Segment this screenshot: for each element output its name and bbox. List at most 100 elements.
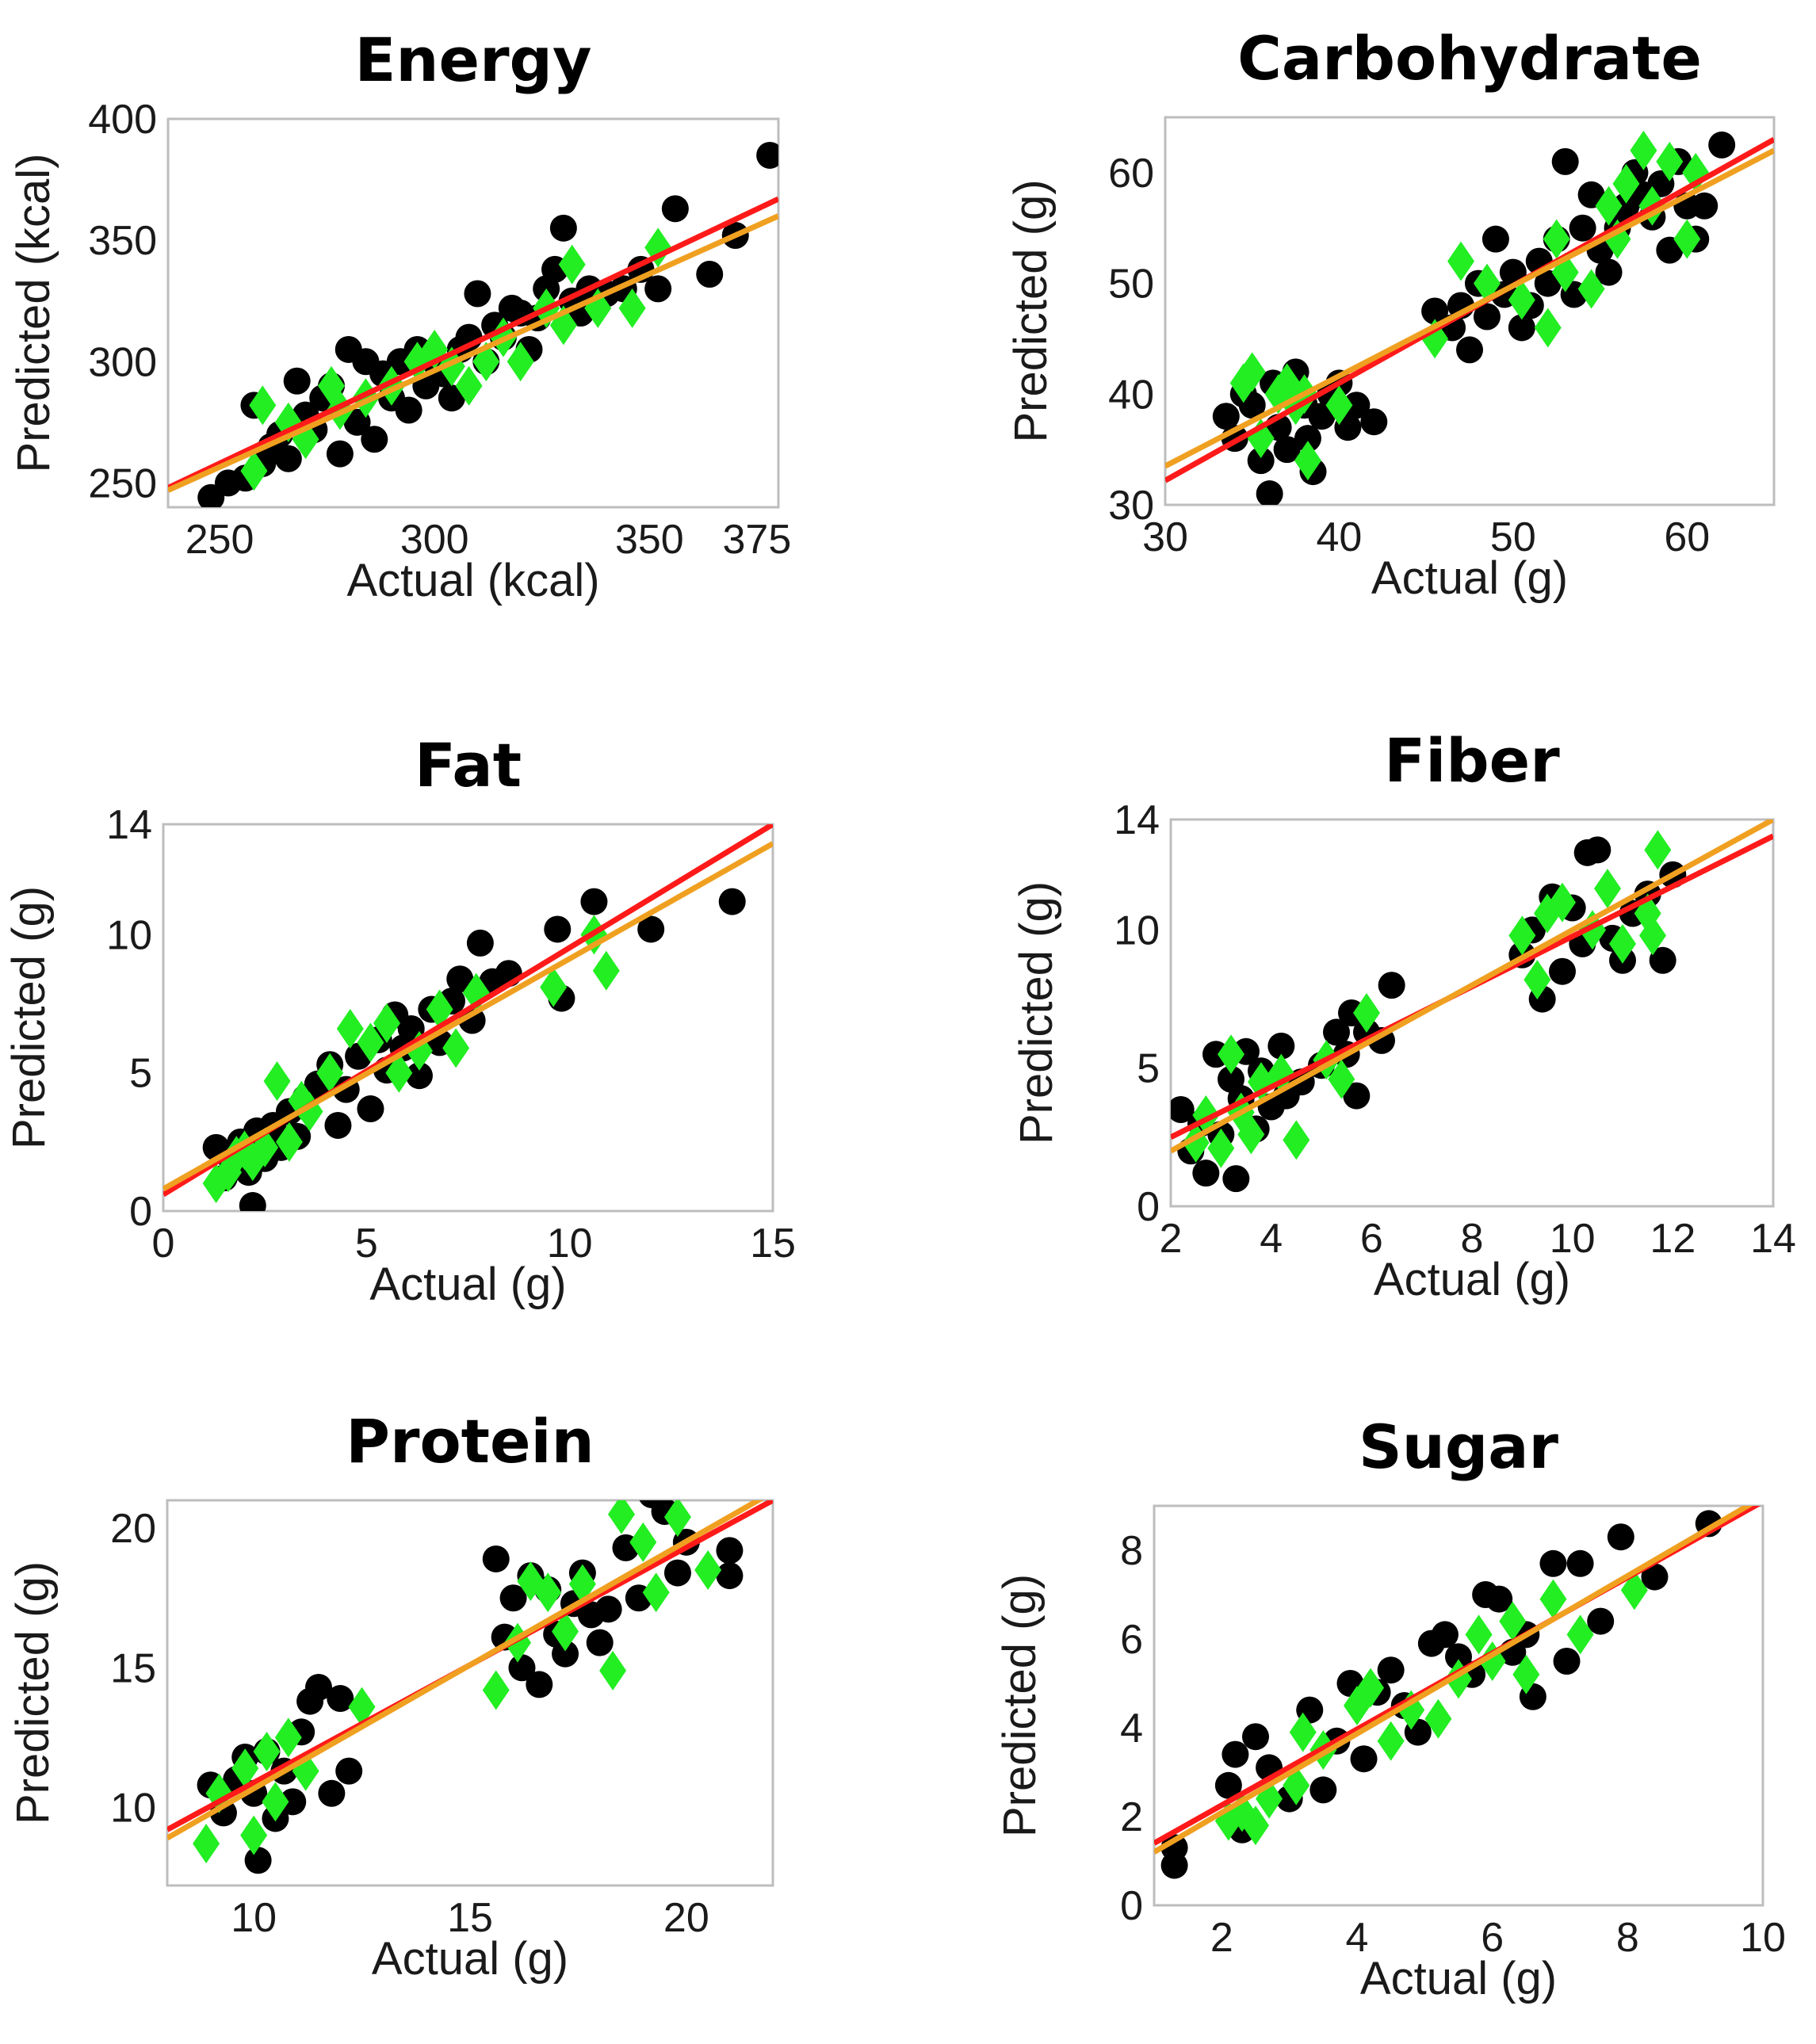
point-actual-fat-36 [637, 915, 665, 943]
point-actual-carbohydrate-37 [1577, 181, 1605, 208]
point-actual-fiber-3 [1192, 1160, 1220, 1187]
point-predicted-sugar-18 [1566, 1614, 1594, 1655]
point-predicted-fiber-3 [1218, 1034, 1244, 1075]
point-actual-protein-15 [335, 1757, 363, 1785]
point-predicted-fiber-18 [1609, 923, 1636, 964]
x-axis-label-sugar: Actual (g) [1360, 1953, 1557, 2004]
point-actual-protein-24 [552, 1640, 579, 1668]
y-tick-label-fiber: 10 [1114, 907, 1160, 953]
point-actual-sugar-28 [1566, 1549, 1594, 1577]
y-tick-label-fiber: 0 [1137, 1184, 1160, 1230]
point-actual-carbohydrate-12 [1294, 425, 1321, 453]
x-tick-label-protein: 20 [663, 1895, 709, 1941]
point-predicted-fat-12 [357, 1022, 384, 1063]
point-actual-energy-39 [549, 214, 577, 242]
point-actual-carbohydrate-5 [1256, 480, 1283, 505]
y-tick-label-energy: 300 [88, 339, 157, 385]
y-tick-label-carbohydrate: 50 [1108, 262, 1154, 308]
y-tick-label-protein: 10 [110, 1785, 156, 1831]
point-actual-fiber-7 [1222, 1165, 1250, 1193]
point-actual-carbohydrate-39 [1595, 258, 1623, 286]
point-predicted-sugar-5 [1289, 1712, 1317, 1752]
point-actual-carbohydrate-51 [1708, 131, 1736, 159]
point-actual-energy-47 [661, 195, 689, 223]
chart-title-fat: Fat [415, 730, 522, 800]
point-actual-carbohydrate-19 [1360, 408, 1388, 436]
chart-title-energy: Energy [355, 25, 592, 95]
point-actual-carbohydrate-36 [1569, 214, 1596, 242]
point-actual-sugar-12 [1350, 1745, 1378, 1773]
point-actual-energy-50 [756, 141, 778, 169]
point-predicted-carbohydrate-13 [1534, 308, 1562, 348]
line-fit-orange-carbohydrate [1165, 147, 1774, 469]
point-actual-fat-28 [446, 965, 474, 993]
y-tick-label-carbohydrate: 60 [1108, 151, 1154, 197]
point-predicted-fiber-15 [1549, 882, 1576, 923]
point-predicted-carbohydrate-16 [1577, 269, 1605, 309]
point-predicted-protein-9 [482, 1670, 510, 1710]
y-tick-label-protein: 15 [110, 1645, 156, 1691]
point-predicted-fat-11 [336, 1008, 364, 1049]
point-predicted-sugar-13 [1465, 1614, 1493, 1655]
x-tick-label-fiber: 14 [1750, 1216, 1796, 1262]
y-tick-label-carbohydrate: 40 [1108, 372, 1154, 418]
y-tick-label-energy: 250 [88, 460, 157, 506]
point-actual-energy-21 [395, 396, 422, 424]
point-actual-fat-37 [718, 888, 746, 915]
point-predicted-protein-20 [694, 1550, 722, 1591]
line-fit-orange-energy [168, 213, 778, 493]
point-actual-protein-34 [663, 1559, 691, 1587]
point-predicted-fat-21 [592, 950, 620, 991]
y-tick-label-fiber: 5 [1137, 1046, 1160, 1092]
point-actual-carbohydrate-20 [1421, 297, 1449, 325]
point-predicted-fat-10 [316, 1053, 344, 1093]
point-actual-protein-28 [586, 1629, 614, 1656]
y-tick-label-sugar: 2 [1120, 1794, 1143, 1840]
point-predicted-fat-19 [540, 967, 568, 1007]
plot-marks-sugar [1154, 1506, 1761, 1879]
point-actual-sugar-27 [1553, 1648, 1581, 1675]
point-actual-fat-18 [357, 1095, 384, 1123]
x-tick-label-sugar: 6 [1481, 1915, 1504, 1961]
x-tick-label-protein: 10 [231, 1895, 277, 1941]
point-actual-sugar-2 [1214, 1771, 1242, 1799]
x-axis-label-protein: Actual (g) [372, 1933, 568, 1985]
point-actual-energy-13 [326, 440, 354, 468]
line-fit-orange-fiber [1171, 820, 1773, 1154]
point-predicted-sugar-2 [1242, 1805, 1269, 1846]
x-tick-label-fat: 15 [750, 1221, 796, 1267]
point-predicted-protein-13 [552, 1611, 579, 1652]
x-tick-label-energy: 300 [400, 517, 469, 563]
point-predicted-fiber-11 [1353, 993, 1380, 1033]
y-tick-label-sugar: 4 [1120, 1706, 1143, 1752]
point-actual-carbohydrate-23 [1456, 336, 1483, 364]
point-predicted-protein-18 [642, 1572, 670, 1613]
point-predicted-sugar-15 [1499, 1601, 1527, 1641]
point-predicted-sugar-8 [1357, 1668, 1385, 1708]
point-predicted-fat-17 [442, 1028, 470, 1068]
y-tick-label-sugar: 8 [1120, 1528, 1143, 1574]
point-predicted-protein-3 [240, 1815, 268, 1855]
y-axis-label-protein: Predicted (g) [7, 1561, 59, 1824]
x-tick-label-sugar: 10 [1740, 1915, 1786, 1961]
plot-marks-fat [163, 824, 773, 1211]
x-tick-label-sugar: 2 [1210, 1915, 1233, 1961]
chart-title-carbohydrate: Carbohydrate [1237, 23, 1702, 94]
point-actual-protein-5 [244, 1847, 272, 1874]
point-actual-fiber-28 [1549, 957, 1576, 985]
point-actual-sugar-3 [1221, 1740, 1249, 1768]
point-predicted-fat-16 [426, 989, 453, 1030]
plot-area-sugar [1153, 1504, 1764, 1907]
panel-fiber: 2 4 6 8 10 12 14 0 5 10 14 Fiber Actual (g) Predicted… [1011, 725, 1796, 1305]
y-tick-label-fat: 5 [129, 1051, 152, 1097]
chart-title-sugar: Sugar [1359, 1412, 1559, 1482]
point-actual-protein-36 [716, 1537, 744, 1565]
point-predicted-carbohydrate-8 [1325, 385, 1353, 426]
point-predicted-protein-15 [599, 1650, 627, 1691]
panel-energy: 250 300 350 375 250 300 350 400 Energy Actual (kc… [8, 25, 791, 606]
x-tick-label-sugar: 8 [1616, 1915, 1639, 1961]
point-predicted-protein-17 [629, 1522, 657, 1562]
point-actual-sugar-22 [1485, 1585, 1513, 1613]
point-predicted-energy-14 [507, 342, 534, 382]
point-predicted-fiber-21 [1644, 830, 1672, 870]
